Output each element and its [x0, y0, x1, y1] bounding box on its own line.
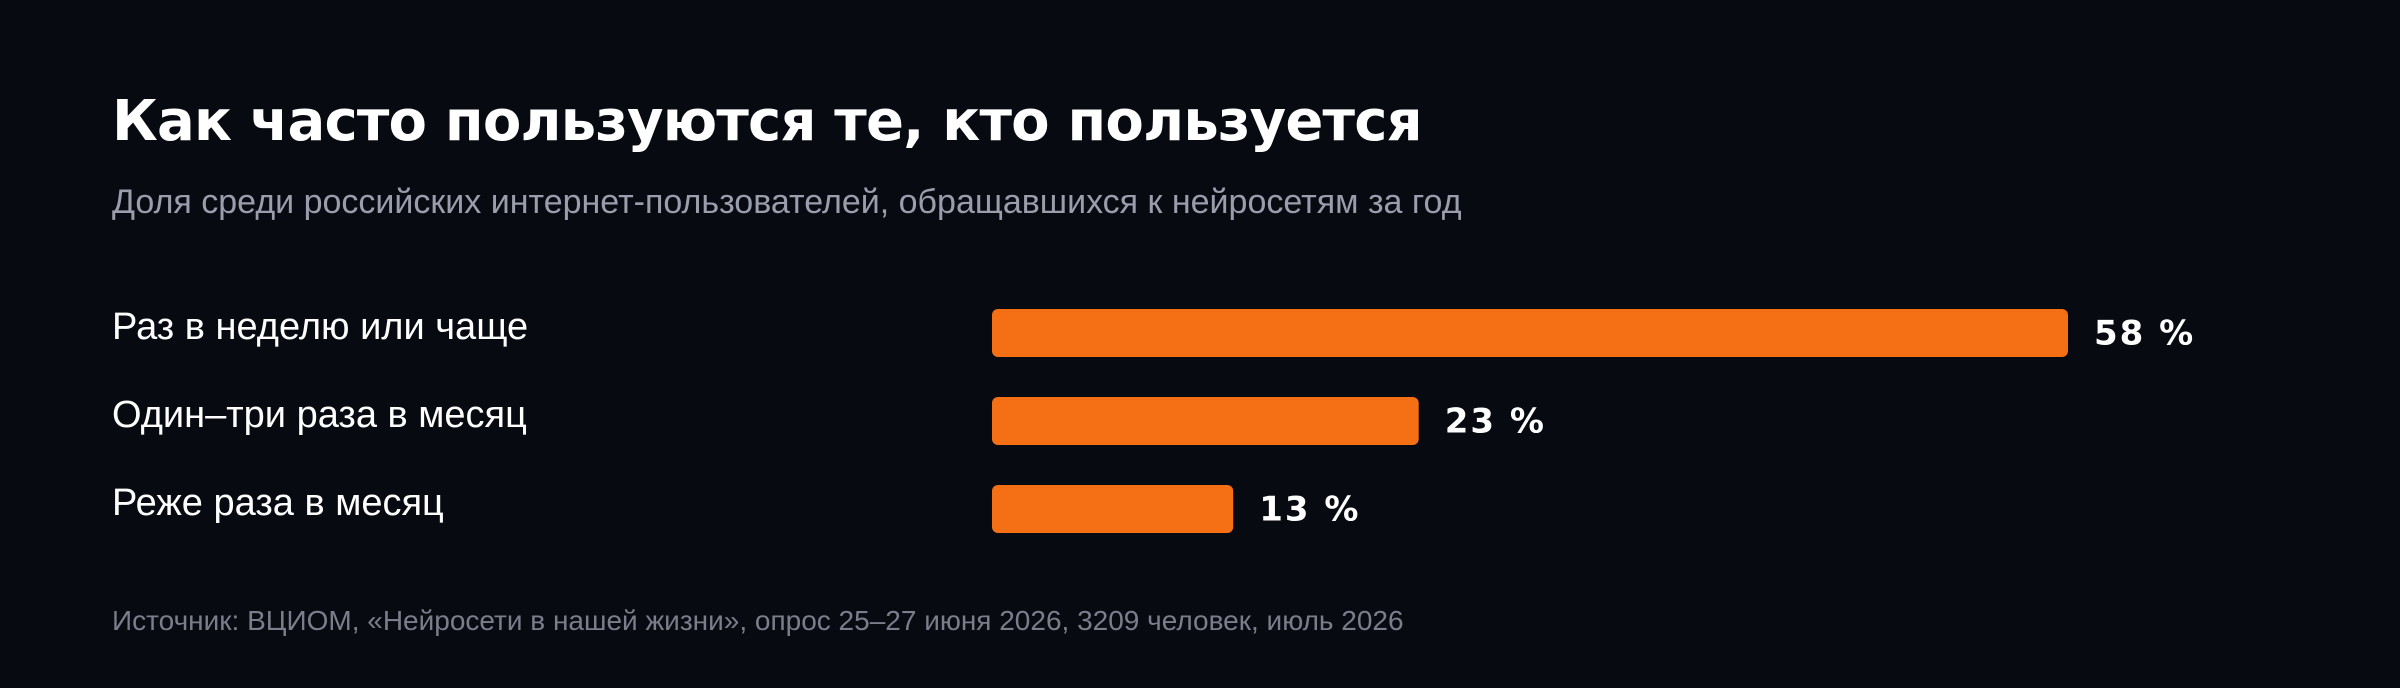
bar-row: Реже раза в месяц 13 %	[112, 482, 1360, 533]
bar-row: Один–три раза в месяц 23 %	[112, 394, 1546, 445]
bar	[992, 485, 1234, 533]
source-note: Источник: ВЦИОМ, «Нейросети в нашей жизн…	[112, 605, 1404, 636]
bar-row: Раз в неделю или чаще 58 %	[112, 306, 2195, 357]
bar	[992, 309, 2068, 357]
chart-title: Как часто пользуются те, кто пользуется	[112, 89, 1423, 154]
category-label: Реже раза в месяц	[112, 482, 444, 524]
bar	[992, 397, 1419, 445]
value-label: 23 %	[1445, 402, 1546, 442]
value-label: 58 %	[2094, 314, 2195, 354]
category-label: Один–три раза в месяц	[112, 394, 527, 436]
bar-chart: Раз в неделю или чаще 58 % Один–три раза в…	[112, 306, 2195, 533]
chart-subtitle: Доля среди российских интернет-пользоват…	[112, 183, 1462, 221]
value-label: 13 %	[1259, 490, 1360, 530]
category-label: Раз в неделю или чаще	[112, 306, 528, 348]
